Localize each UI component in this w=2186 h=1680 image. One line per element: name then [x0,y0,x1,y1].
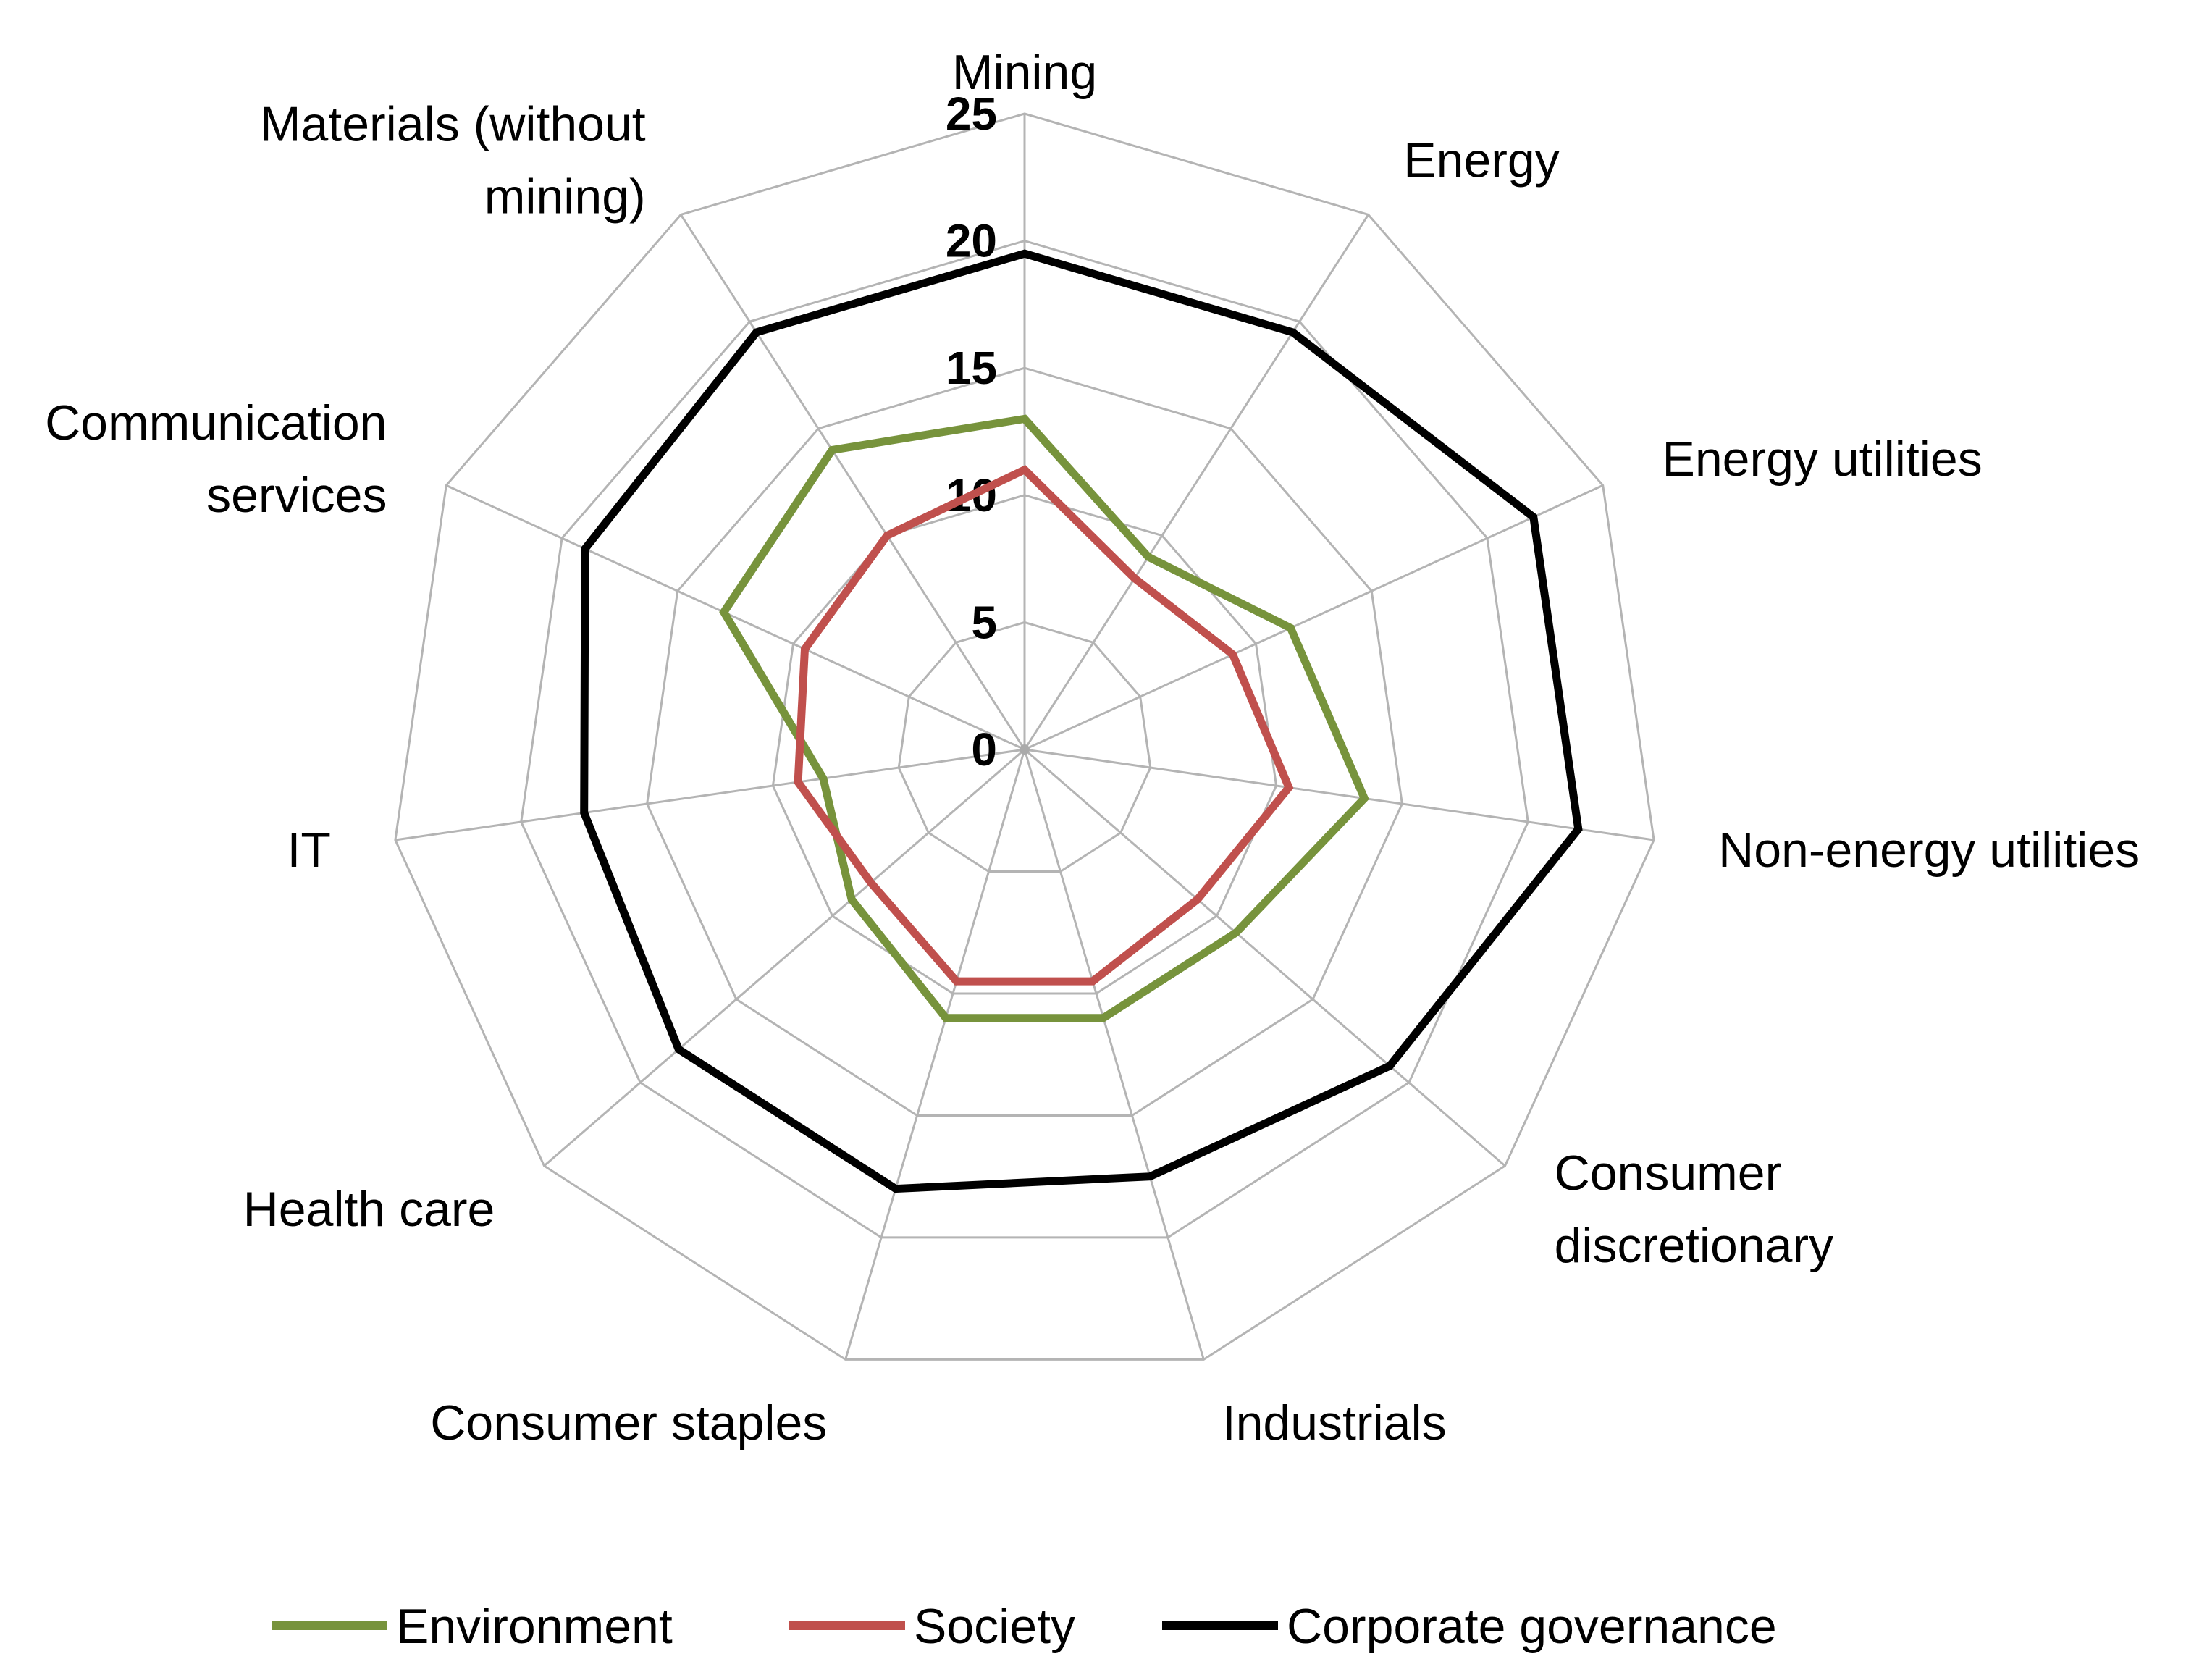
grid-spoke [1024,748,1655,841]
series-line-society [794,465,1294,986]
grid-ring-15 [646,366,1403,1117]
tick-label: 25 [946,88,997,140]
category-label-line: Consumer staples [430,1395,827,1450]
series-line-corporate-governance [580,249,1583,1193]
grid-spoke [1023,749,1205,1360]
grid-ring-20 [520,240,1529,1239]
tick-label: 15 [946,342,997,394]
category-label-line: Communication [45,395,387,450]
category-label: Consumer discretionary [1555,1146,1834,1273]
category-labels: Mining Energy Energy utilities Non-energy u… [45,45,2140,1450]
category-label: IT [287,823,330,878]
category-label-line: IT [287,823,330,878]
tick-label: 0 [971,723,997,776]
category-label-line: Consumer [1555,1146,1782,1201]
category-label: Non-energy utilities [1718,823,2140,878]
series-lines [580,249,1583,1193]
tick-label: 5 [971,596,997,648]
category-label: Mining [952,45,1097,100]
legend-label: Environment [396,1599,673,1654]
category-label: Materials (without mining) [260,97,646,224]
legend-label: Society [914,1599,1075,1654]
category-label-line: discretionary [1555,1218,1834,1273]
grid-spoke [1024,484,1604,751]
category-label-line: Energy utilities [1662,432,1983,487]
grid-spoke [1024,748,1506,1167]
category-label: Energy utilities [1662,432,1983,487]
category-label-line: Mining [952,45,1097,100]
category-label-line: Health care [243,1182,495,1237]
category-label: Energy [1403,133,1559,188]
grid-spoke [543,748,1025,1167]
grid-spoke [445,484,1025,751]
legend: Environment Society Corporate governance [272,1599,1777,1654]
grid-spoke [395,748,1025,841]
category-label-line: services [206,468,387,523]
category-label: Consumer staples [430,1395,827,1450]
grid-ring-25 [394,112,1655,1361]
category-label-line: Non-energy utilities [1718,823,2140,878]
category-label-line: Industrials [1222,1395,1447,1450]
category-label: Communication services [45,395,387,523]
legend-label: Corporate governance [1287,1599,1777,1654]
grid-spoke [680,214,1026,750]
grid-ring-5 [897,621,1152,873]
category-label-line: Materials (without [260,97,646,152]
tick-label: 20 [946,215,997,267]
radar-grid [394,112,1655,1361]
category-label: Industrials [1222,1395,1447,1450]
grid-spoke [844,749,1026,1360]
category-label-line: mining) [484,169,646,224]
grid-spoke [1023,214,1369,750]
grid-ring-10 [771,494,1278,995]
center-point [1020,744,1030,755]
category-label: Health care [243,1182,495,1237]
series-line-environment [719,414,1369,1022]
category-label-line: Energy [1403,133,1559,188]
